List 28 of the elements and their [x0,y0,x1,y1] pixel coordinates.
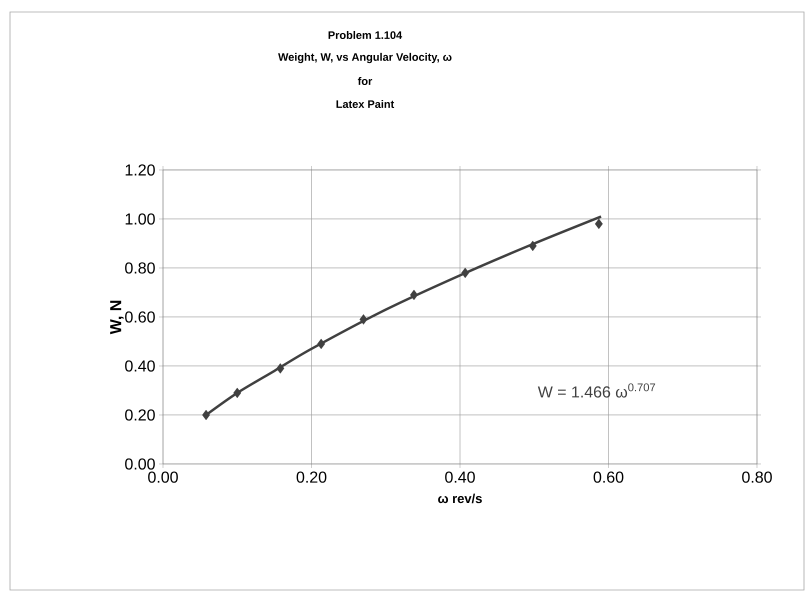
x-tick-label: 0.40 [445,472,475,483]
point [410,290,418,300]
annotation: W = 1.466 ω$^{0.707}$ [538,383,656,398]
y-tick-label: 0.40 [125,360,155,372]
x-tick-label: 0.00 [148,472,178,483]
point [461,268,470,278]
x-tick-label: 0.80 [742,472,772,483]
text: Latex Paint [336,100,394,108]
chart-title: Problem 1.104 [328,30,402,40]
y-tick-label: 0.00 [125,458,155,470]
chart-subtitle: Weight, W, vs Angular Velocity, ω [278,52,452,64]
text: for [358,76,372,86]
x-tick-label: 0.60 [594,472,624,483]
y-tick-label: 0.60 [125,311,155,323]
point [202,410,210,420]
point [594,218,603,230]
y-axis-title: W, N [110,300,124,334]
point [317,338,326,350]
point [528,240,537,252]
point [276,363,284,374]
x-tick-label: 0.20 [296,472,326,483]
y-tick-label: 1.20 [126,164,155,176]
y-tick-label: 0.80 [125,262,155,274]
point [360,314,368,325]
point [233,388,242,398]
y-tick-label: 1.00 [126,213,155,225]
x-axis-title: ω rev/s [438,494,482,504]
y-tick-label: 0.20 [125,409,155,421]
